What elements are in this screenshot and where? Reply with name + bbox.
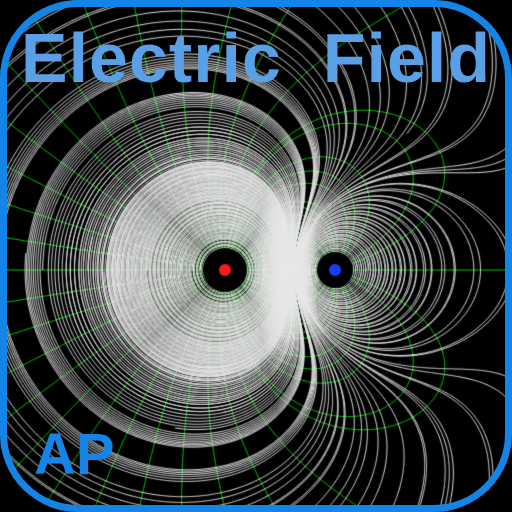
app-icon: Electric Field AP <box>0 0 512 512</box>
badge-text: AP <box>34 421 115 488</box>
title-text: Electric Field <box>0 18 512 98</box>
